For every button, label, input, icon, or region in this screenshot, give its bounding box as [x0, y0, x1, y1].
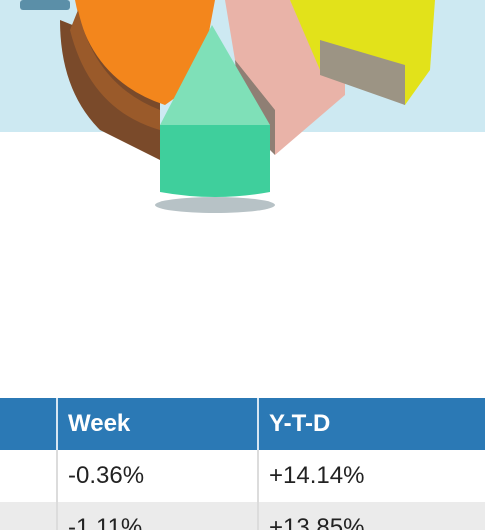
cell: -1.11%: [57, 502, 258, 530]
pie-illustration: [0, 0, 485, 230]
cell: [0, 450, 57, 502]
cell: [0, 502, 57, 530]
header-cell: Week: [57, 398, 258, 450]
header-row: Week Y-T-D: [0, 398, 485, 450]
data-table: Week Y-T-D -0.36% +14.14% -1.11% +13.85%: [0, 398, 485, 530]
shadow: [155, 197, 275, 213]
table-row: -0.36% +14.14%: [0, 450, 485, 502]
cell: -0.36%: [57, 450, 258, 502]
green-front: [160, 125, 270, 197]
screen: Week Y-T-D -0.36% +14.14% -1.11% +13.85%: [0, 0, 485, 530]
table-row: -1.11% +13.85%: [0, 502, 485, 530]
cell: +13.85%: [258, 502, 485, 530]
tab: [20, 0, 70, 10]
cell: +14.14%: [258, 450, 485, 502]
header-cell: Y-T-D: [258, 398, 485, 450]
header-cell: [0, 398, 57, 450]
